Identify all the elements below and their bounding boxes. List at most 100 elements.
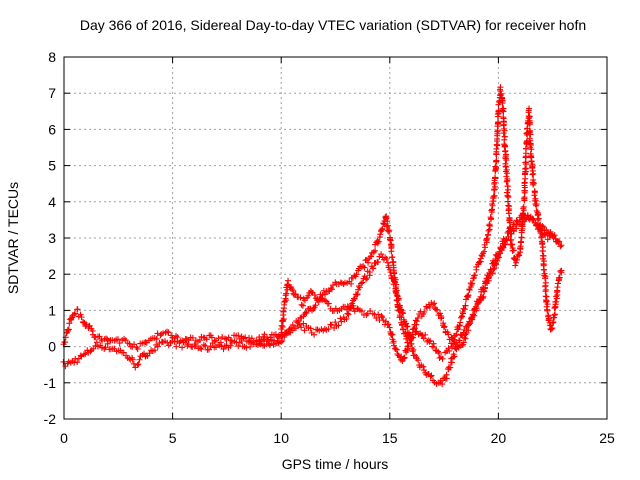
data-point <box>393 281 400 288</box>
data-point <box>501 143 508 150</box>
data-point <box>522 165 529 172</box>
data-point <box>410 325 417 332</box>
data-point <box>103 335 110 342</box>
data-point <box>365 259 372 266</box>
data-point <box>74 306 81 313</box>
data-point <box>504 175 511 182</box>
data-point <box>415 357 422 364</box>
y-tick-label: 3 <box>48 230 56 246</box>
x-axis-label: GPS time / hours <box>282 456 389 472</box>
data-point <box>332 319 339 326</box>
data-point <box>386 324 393 331</box>
data-point <box>325 300 332 307</box>
data-point <box>111 337 118 344</box>
data-point <box>171 336 178 343</box>
data-point <box>542 288 549 295</box>
data-point <box>502 147 509 154</box>
data-point <box>379 225 386 232</box>
data-point <box>426 303 433 310</box>
gridlines <box>64 57 607 419</box>
x-tick-label: 25 <box>599 430 615 446</box>
data-point <box>68 315 75 322</box>
data-point <box>179 344 186 351</box>
data-point <box>368 253 375 260</box>
data-point <box>102 344 109 351</box>
data-point <box>120 349 127 356</box>
data-point <box>278 339 285 346</box>
data-point <box>505 186 512 193</box>
chart-title: Day 366 of 2016, Sidereal Day-to-day VTE… <box>80 17 586 33</box>
data-point <box>382 318 389 325</box>
data-point <box>335 322 342 329</box>
data-point <box>298 324 305 331</box>
data-point <box>393 297 400 304</box>
data-point <box>311 331 318 338</box>
data-point <box>164 328 171 335</box>
data-point <box>553 289 560 296</box>
data-point <box>136 356 143 363</box>
data-point <box>247 343 254 350</box>
data-point <box>469 311 476 318</box>
data-point <box>266 342 273 349</box>
data-point <box>356 284 363 291</box>
data-point <box>327 285 334 292</box>
data-point <box>451 353 458 360</box>
data-point <box>388 332 395 339</box>
data-point <box>484 231 491 238</box>
y-tick-label: 0 <box>48 339 56 355</box>
data-point <box>531 192 538 199</box>
data-point <box>71 311 78 318</box>
data-point <box>471 274 478 281</box>
data-point <box>518 229 525 236</box>
data-point <box>208 334 215 341</box>
data-point <box>65 326 72 333</box>
data-point <box>134 362 141 369</box>
data-point <box>297 294 304 301</box>
data-point <box>353 291 360 298</box>
data-point <box>430 343 437 350</box>
data-point <box>299 302 306 309</box>
y-tick-label: 2 <box>48 266 56 282</box>
data-point <box>394 304 401 311</box>
data-point <box>500 108 507 115</box>
data-point <box>398 314 405 321</box>
data-point <box>493 157 500 164</box>
data-point <box>375 311 382 318</box>
data-point <box>539 222 546 229</box>
data-point <box>301 327 308 334</box>
data-point <box>390 342 397 349</box>
data-point <box>291 325 298 332</box>
data-point <box>436 355 443 362</box>
data-point <box>396 308 403 315</box>
data-point <box>461 306 468 313</box>
data-point <box>505 210 512 217</box>
data-point <box>379 314 386 321</box>
data-point <box>543 298 550 305</box>
data-point <box>517 246 524 253</box>
data-point <box>173 343 180 350</box>
data-point <box>411 325 418 332</box>
axis-ticks: 0 5 10 15 20 25 -2 -1 0 1 2 3 4 5 6 7 8 <box>44 49 615 446</box>
data-point <box>82 350 89 357</box>
data-point <box>153 335 160 342</box>
data-point <box>526 105 533 112</box>
data-point <box>222 335 229 342</box>
data-point <box>499 100 506 107</box>
data-point <box>384 218 391 225</box>
data-point <box>557 268 564 275</box>
data-point <box>344 310 351 317</box>
data-point <box>258 337 265 344</box>
data-point <box>303 310 310 317</box>
data-point <box>510 247 517 254</box>
data-point <box>449 343 456 350</box>
data-point <box>174 334 181 341</box>
data-point <box>405 343 412 350</box>
data-point <box>77 352 84 359</box>
data-point <box>207 343 214 350</box>
data-point <box>422 331 429 338</box>
data-point <box>522 216 529 223</box>
data-point <box>465 327 472 334</box>
data-point <box>466 320 473 327</box>
data-point <box>438 314 445 321</box>
